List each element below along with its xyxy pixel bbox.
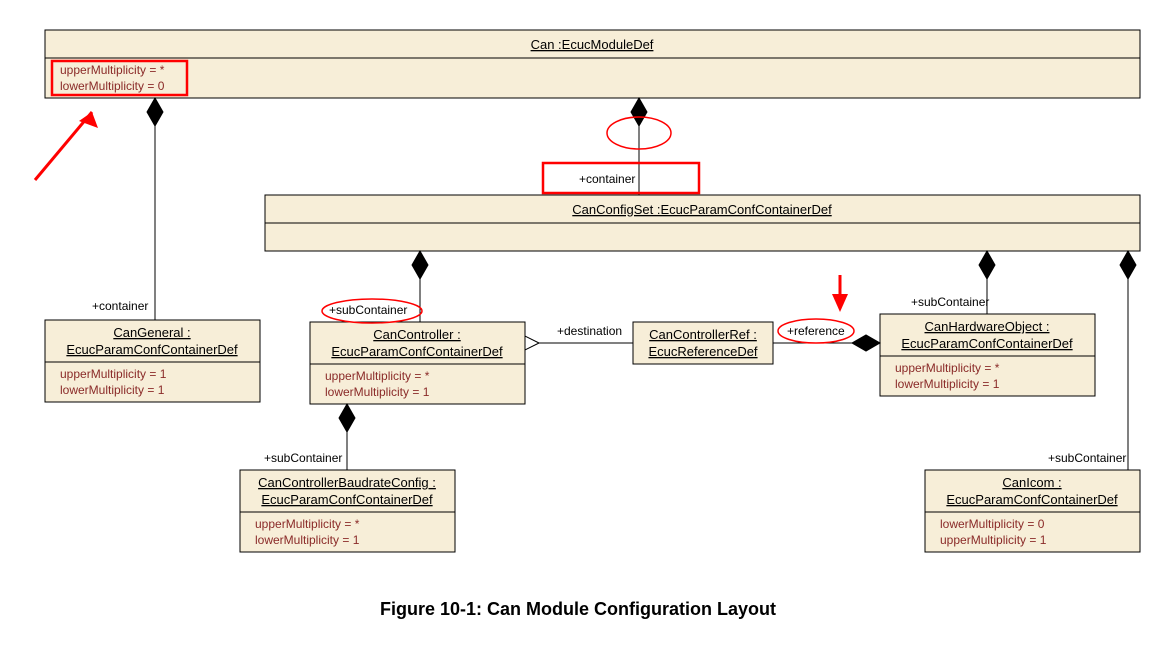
node-can: Can :EcucModuleDef upperMultiplicity = *… xyxy=(45,30,1140,98)
cangeneral-title1: CanGeneral : xyxy=(113,325,190,340)
cancontroller-title2: EcucParamConfContainerDef xyxy=(331,344,503,359)
conn-controller-to-baudrate: +subContainer xyxy=(264,404,355,470)
ci-attr1: upperMultiplicity = 1 xyxy=(940,533,1047,547)
ccb-title1: CanControllerBaudrateConfig : xyxy=(258,475,436,490)
canconfigset-title: CanConfigSet :EcucParamConfContainerDef xyxy=(572,202,832,217)
label-destination: +destination xyxy=(557,324,622,338)
conn-configset-to-icom xyxy=(1095,251,1136,470)
cho-title1: CanHardwareObject : xyxy=(925,319,1050,334)
ci-attr0: lowerMultiplicity = 0 xyxy=(940,517,1045,531)
figure-caption: Figure 10-1: Can Module Configuration La… xyxy=(380,599,776,619)
cangeneral-attr0: upperMultiplicity = 1 xyxy=(60,367,167,381)
conn-can-to-configset: +container xyxy=(579,98,647,195)
conn-can-to-general: +container xyxy=(92,98,163,320)
node-cancontroller: CanController : EcucParamConfContainerDe… xyxy=(310,322,525,404)
conn-configset-to-hardwareobj: +subContainer xyxy=(911,251,995,314)
label-container-configset: +container xyxy=(579,172,635,186)
ccb-attr1: lowerMultiplicity = 1 xyxy=(255,533,360,547)
ccr-title2: EcucReferenceDef xyxy=(648,344,757,359)
cho-attr1: lowerMultiplicity = 1 xyxy=(895,377,1000,391)
cangeneral-title2: EcucParamConfContainerDef xyxy=(66,342,238,357)
ccb-attr0: upperMultiplicity = * xyxy=(255,517,360,531)
ci-title2: EcucParamConfContainerDef xyxy=(946,492,1118,507)
can-attr-0: upperMultiplicity = * xyxy=(60,63,165,77)
red-arrow-reference xyxy=(832,275,848,312)
node-canconfigset: CanConfigSet :EcucParamConfContainerDef xyxy=(265,195,1140,251)
ccb-title2: EcucParamConfContainerDef xyxy=(261,492,433,507)
conn-ho-to-ref: +reference xyxy=(773,324,880,351)
node-cc-baudrate: CanControllerBaudrateConfig : EcucParamC… xyxy=(240,470,455,552)
node-canhardwareobject: CanHardwareObject : EcucParamConfContain… xyxy=(880,314,1095,396)
conn-configset-to-controller: +subContainer xyxy=(329,251,428,322)
cancontroller-attr0: upperMultiplicity = * xyxy=(325,369,430,383)
ccr-title1: CanControllerRef : xyxy=(649,327,757,342)
node-canicom: CanIcom : EcucParamConfContainerDef lowe… xyxy=(925,470,1140,552)
label-sub-ho: +subContainer xyxy=(911,295,989,309)
label-reference: +reference xyxy=(787,324,845,338)
node-cangeneral: CanGeneral : EcucParamConfContainerDef u… xyxy=(45,320,260,402)
label-sub-icom: +subContainer xyxy=(1048,451,1126,465)
label-sub-controller: +subContainer xyxy=(329,303,407,317)
cancontroller-attr1: lowerMultiplicity = 1 xyxy=(325,385,430,399)
can-attr-rect xyxy=(45,58,1140,98)
red-arrow-can xyxy=(35,112,98,180)
cho-title2: EcucParamConfContainerDef xyxy=(901,336,1073,351)
node-cancontrollerref: CanControllerRef : EcucReferenceDef xyxy=(633,322,773,364)
label-sub-baudrate: +subContainer xyxy=(264,451,342,465)
can-attr-1: lowerMultiplicity = 0 xyxy=(60,79,165,93)
uml-diagram: Can :EcucModuleDef upperMultiplicity = *… xyxy=(0,0,1156,646)
can-title: Can :EcucModuleDef xyxy=(531,37,654,52)
label-container-general: +container xyxy=(92,299,148,313)
cho-attr0: upperMultiplicity = * xyxy=(895,361,1000,375)
cangeneral-attr1: lowerMultiplicity = 1 xyxy=(60,383,165,397)
conn-ref-to-controller: +destination xyxy=(525,324,633,350)
ci-title1: CanIcom : xyxy=(1002,475,1061,490)
cancontroller-title1: CanController : xyxy=(373,327,460,342)
